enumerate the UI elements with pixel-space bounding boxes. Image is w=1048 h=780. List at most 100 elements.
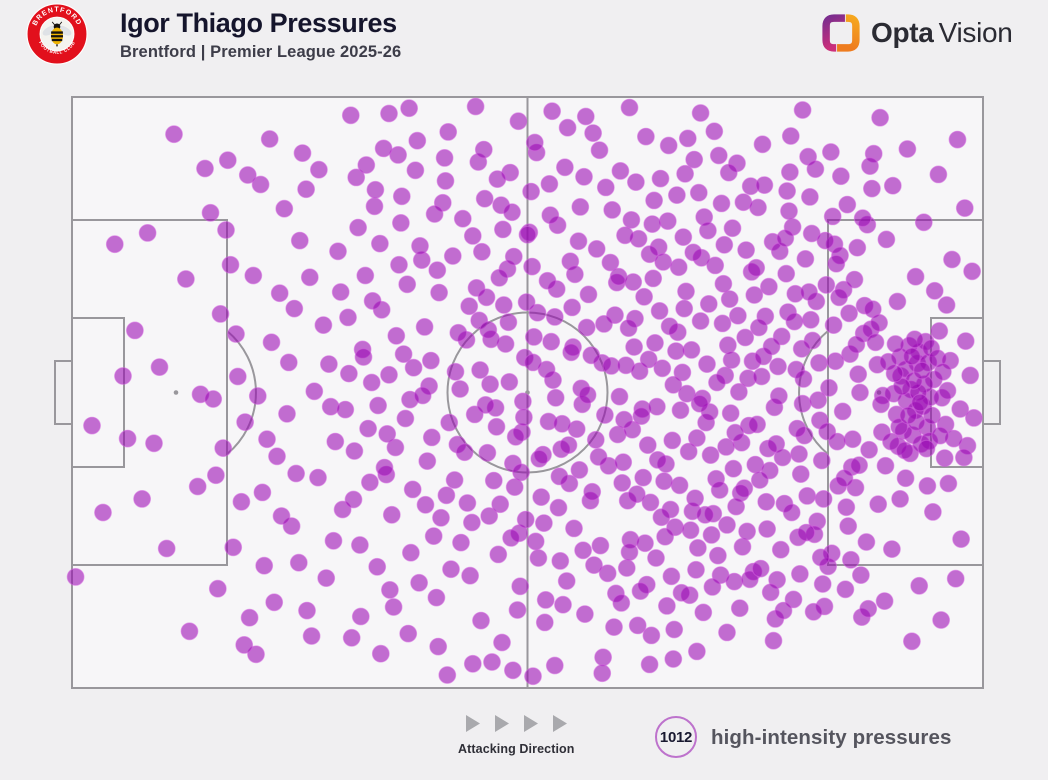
pressure-dot: [302, 627, 321, 645]
pressure-dot: [408, 131, 427, 150]
pressure-dot: [329, 242, 347, 261]
pressure-dot: [877, 230, 896, 249]
pressure-dot: [387, 326, 406, 345]
pressure-dot: [502, 529, 521, 547]
pressure-dot: [684, 243, 703, 262]
pressure-dot: [673, 363, 692, 382]
pressure-dot: [879, 352, 898, 371]
pressure-dot: [371, 644, 390, 663]
pressure-dot: [774, 601, 793, 620]
pressure-dot: [883, 176, 902, 195]
pressure-dot: [253, 483, 272, 502]
pressure-dot: [562, 343, 581, 362]
pressure-dot: [145, 434, 163, 453]
pressure-dot: [598, 564, 617, 583]
pressure-dot: [430, 283, 449, 302]
pressure-dots: [66, 97, 983, 686]
pressure-dot: [875, 592, 894, 610]
pressure-dot: [694, 603, 713, 622]
pressure-dot: [381, 581, 399, 599]
pressure-dot: [755, 176, 774, 195]
pressure-dot: [321, 397, 340, 416]
pressure-dot: [398, 275, 417, 294]
pressure-dot: [258, 430, 276, 449]
pressure-dot: [876, 456, 895, 475]
pressure-dot: [611, 161, 630, 180]
pressure-dot: [638, 436, 657, 455]
pressure-dot: [125, 321, 144, 340]
header: BRENTFORD FOOTBALL CLUB Igor Thiago Pres…: [0, 0, 1048, 86]
pressure-dot: [870, 313, 888, 332]
pressure-dot: [850, 456, 868, 475]
pressure-dot: [576, 107, 595, 126]
pressure-dot: [157, 539, 176, 558]
pressure-dot: [664, 650, 683, 668]
pressure-dot: [627, 173, 645, 192]
pressure-dot: [688, 642, 706, 661]
pressure-dot: [899, 406, 918, 425]
pressure-dot: [375, 458, 394, 477]
pressure-dot: [530, 449, 549, 468]
pressure-dot: [569, 232, 588, 251]
pressure-dot: [646, 334, 664, 352]
pressure-dot: [777, 264, 796, 283]
pressure-dot: [625, 338, 643, 356]
pressure-dot: [930, 322, 949, 340]
pressure-dot: [852, 566, 870, 584]
pressure-dot: [287, 464, 306, 483]
pressure-dot: [587, 239, 606, 258]
attacking-direction-arrows: [458, 714, 574, 733]
pressure-dot: [614, 453, 633, 472]
pressure-dot: [559, 436, 578, 455]
pressure-dot: [740, 570, 759, 589]
pressure-dot: [150, 358, 169, 377]
pressure-dot: [549, 498, 568, 517]
pressure-dot: [914, 213, 933, 232]
pressure-dot: [428, 261, 447, 280]
pressure-dot: [478, 443, 497, 462]
pressure-dot: [446, 362, 465, 381]
pressure-dot: [613, 474, 632, 492]
pressure-dot: [961, 366, 980, 385]
pressure-dot: [764, 631, 783, 650]
pressure-dot: [481, 375, 500, 394]
pressure-dot: [541, 206, 560, 225]
pressure-dot: [669, 258, 688, 277]
brentford-crest-logo: BRENTFORD FOOTBALL CLUB: [26, 3, 88, 65]
pressure-dot: [658, 212, 677, 231]
pressure-dot: [845, 270, 864, 289]
pressure-dot: [359, 419, 378, 438]
pressure-dot: [268, 447, 286, 466]
pressure-dot: [932, 611, 950, 629]
pressure-dot: [577, 318, 596, 337]
pressure-dot: [477, 288, 496, 307]
pressure-dot: [596, 406, 614, 424]
pressure-dot: [556, 158, 574, 177]
pressure-dot: [853, 209, 872, 228]
pressure-dot: [438, 666, 457, 684]
pressure-dot: [866, 333, 885, 352]
pressure-dot: [801, 187, 819, 206]
pressure-dot: [620, 98, 639, 117]
pressure-dot: [653, 359, 672, 378]
pressure-dot: [523, 257, 541, 276]
pressure-dot: [686, 489, 704, 508]
opta-vision-wordmark: Opta Vision: [871, 17, 1013, 48]
pressure-dot: [554, 595, 572, 614]
pressure-dot: [236, 413, 255, 432]
pressure-dot: [610, 387, 629, 406]
pressure-dot: [642, 626, 661, 645]
pressure-dot: [965, 409, 983, 427]
pressure-dot: [747, 258, 766, 277]
pressure-dot: [800, 283, 818, 301]
pressure-dot: [842, 550, 860, 569]
pressure-dot: [869, 495, 888, 514]
pressure-dot: [622, 210, 641, 229]
pressure-dot: [305, 382, 324, 401]
pressure-dot: [956, 332, 975, 351]
pressure-dot: [570, 461, 589, 479]
pressure-dot: [94, 503, 112, 522]
pressure-dot: [374, 139, 393, 158]
pressure-dot: [576, 605, 594, 623]
pressure-dot: [798, 487, 817, 505]
